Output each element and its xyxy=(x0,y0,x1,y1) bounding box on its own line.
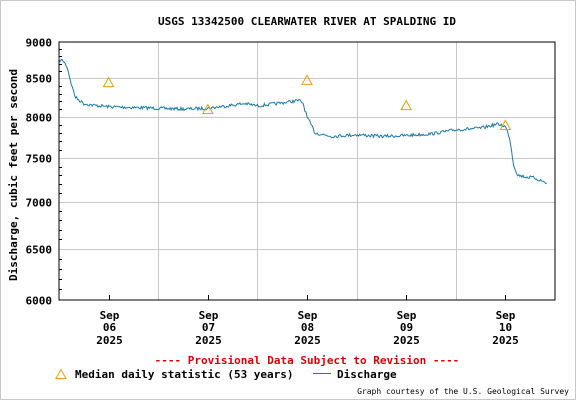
legend-discharge-label: Discharge xyxy=(337,368,397,381)
chart-title: USGS 13342500 CLEARWATER RIVER AT SPALDI… xyxy=(158,15,456,28)
y-tick-label: 7000 xyxy=(26,197,53,210)
y-tick-label: 9000 xyxy=(26,37,53,50)
x-tick-month: Sep xyxy=(100,309,120,322)
x-tick-month: Sep xyxy=(199,309,219,322)
legend-median-label: Median daily statistic (53 years) xyxy=(75,368,294,381)
median-marker xyxy=(499,119,512,130)
x-tick-day: 09 xyxy=(400,321,413,334)
x-tick-year: 2025 xyxy=(195,334,222,347)
x-tick-year: 2025 xyxy=(96,334,123,347)
median-marker xyxy=(102,76,115,88)
y-tick-label: 7500 xyxy=(26,153,53,166)
discharge-line xyxy=(58,58,547,185)
x-tick-year: 2025 xyxy=(294,334,321,347)
median-marker xyxy=(400,99,413,111)
x-tick-day: 06 xyxy=(103,321,117,334)
y-axis-ticks: 9000 8500 8000 7500 7000 6500 6000 xyxy=(26,37,62,308)
x-tick-month: Sep xyxy=(496,309,516,322)
legend: Median daily statistic (53 years) Discha… xyxy=(55,368,397,381)
x-tick-day: 10 xyxy=(499,321,512,334)
y-tick-label: 8500 xyxy=(26,73,53,86)
x-tick-day: 08 xyxy=(301,321,314,334)
median-marker xyxy=(301,74,313,85)
series-layer xyxy=(58,58,547,185)
y-tick-label: 6500 xyxy=(26,244,53,257)
provisional-notice: ---- Provisional Data Subject to Revisio… xyxy=(155,354,460,367)
y-tick-label: 6000 xyxy=(26,295,53,308)
usgs-credit: Graph courtesy of the U.S. Geological Su… xyxy=(357,387,569,396)
x-axis-ticks: Sep062025Sep072025Sep082025Sep092025Sep1… xyxy=(96,295,519,347)
grid xyxy=(59,42,555,300)
median-marker xyxy=(201,103,214,115)
plot-area xyxy=(59,42,555,300)
y-tick-label: 8000 xyxy=(26,112,53,125)
legend-median-marker xyxy=(55,368,67,379)
y-axis-label: Discharge, cubic feet per second xyxy=(7,69,20,281)
x-tick-year: 2025 xyxy=(393,334,420,347)
x-tick-month: Sep xyxy=(298,309,318,322)
x-tick-day: 07 xyxy=(202,321,215,334)
x-tick-year: 2025 xyxy=(492,334,519,347)
x-tick-month: Sep xyxy=(397,309,417,322)
